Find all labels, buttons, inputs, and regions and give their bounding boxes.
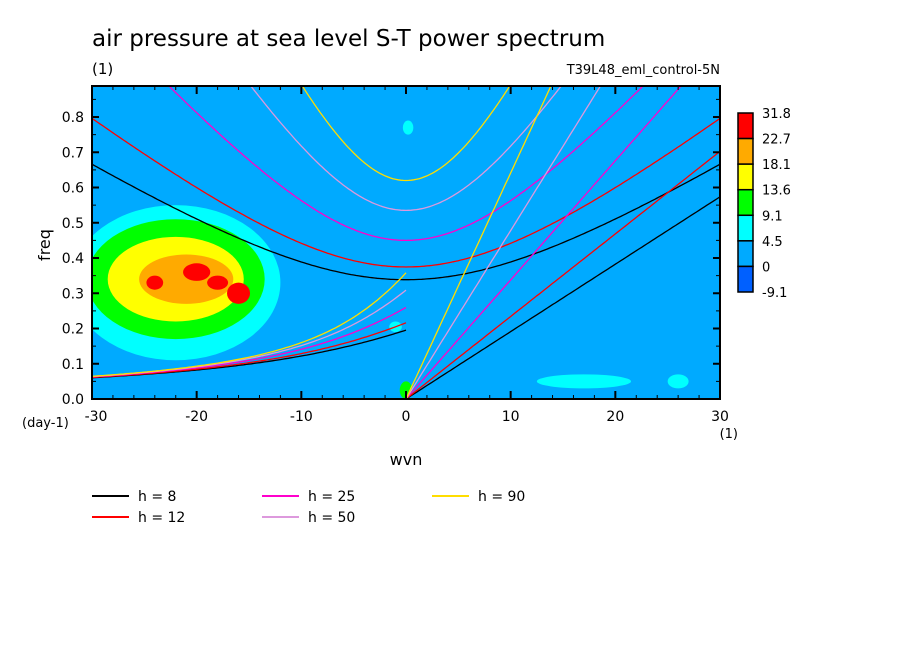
legend-label: h = 50 [308, 510, 355, 526]
legend-label: h = 90 [478, 489, 525, 505]
chart-subtitle-right: T39L48_eml_control-5N [566, 63, 720, 78]
contour-field [92, 120, 689, 399]
axis-ticks: -30 -20 -10 0 10 20 30 0.0 0.1 0.2 0.3 0.4 0.5 0.6 0.7… [62, 86, 729, 425]
legend-label: h = 25 [308, 489, 355, 505]
dispersion-curves [92, 86, 720, 399]
ig-curve-h25 [168, 86, 644, 242]
kelvin-curve-h25 [405, 86, 682, 399]
field-blob-5 [227, 282, 251, 304]
legend-label: h = 8 [138, 489, 176, 505]
x-axis-label: wvn [390, 450, 423, 469]
kelvin-curve-h8 [405, 196, 720, 399]
x-tick-label: 20 [606, 409, 624, 425]
plot-area [92, 86, 720, 399]
field-blob-3 [139, 254, 234, 304]
ig-curve-h12 [92, 117, 720, 268]
field-blob-10 [402, 120, 414, 135]
field-blob-4 [183, 263, 211, 281]
chart-subtitle-left: (1) [92, 60, 113, 78]
colorbar-swatch [737, 163, 754, 191]
colorbar-label: 4.5 [762, 235, 783, 250]
colorbar-label: 22.7 [762, 133, 791, 148]
colorbar: 31.8 22.7 18.1 13.6 9.1 4.5 0 -9.1 [737, 107, 791, 301]
y-unit-label: (day-1) [22, 416, 69, 431]
mrg-curve-h12 [92, 322, 407, 379]
y-tick-label: 0.2 [62, 322, 84, 338]
y-tick-label: 0.0 [62, 392, 84, 408]
field-blob-6 [207, 275, 229, 290]
x-tick-label: 0 [402, 409, 411, 425]
x-tick-label: -30 [85, 409, 108, 425]
ig-curve-h90 [301, 86, 511, 182]
x-unit-label: (1) [720, 427, 738, 442]
x-tick-label: -10 [290, 409, 313, 425]
colorbar-swatch [737, 265, 754, 293]
legend: h = 8 h = 12 h = 25 h = 50 h = 90 [92, 489, 525, 526]
y-tick-label: 0.6 [62, 181, 84, 197]
kelvin-curve-h12 [405, 150, 720, 399]
x-tick-label: 30 [711, 409, 729, 425]
y-tick-label: 0.3 [62, 286, 84, 302]
colorbar-swatch [737, 188, 754, 217]
ig-curve-h50 [250, 86, 562, 212]
field-blob-8 [536, 374, 632, 389]
x-tick-label: -20 [185, 409, 208, 425]
colorbar-label: 0 [762, 260, 770, 275]
y-tick-label: 0.4 [62, 251, 84, 267]
field-blob-7 [146, 275, 164, 290]
mrg-curve-h90 [92, 272, 407, 377]
field-blob-9 [667, 374, 689, 389]
y-tick-label: 0.5 [62, 216, 84, 232]
kelvin-curve-h50 [405, 86, 602, 399]
legend-label: h = 12 [138, 510, 185, 526]
chart-title: air pressure at sea level S-T power spec… [92, 26, 605, 52]
colorbar-label: 9.1 [762, 209, 783, 224]
kelvin-curve-h90 [405, 86, 552, 399]
y-axis-label: freq [35, 229, 54, 261]
x-tick-label: 10 [502, 409, 520, 425]
colorbar-swatch [737, 137, 754, 165]
colorbar-label: -9.1 [762, 286, 787, 301]
colorbar-swatch [737, 214, 754, 242]
colorbar-swatch [737, 112, 754, 140]
y-tick-label: 0.7 [62, 145, 84, 161]
colorbar-label: 13.6 [762, 184, 791, 199]
ig-curve-h8 [92, 163, 720, 281]
colorbar-label: 18.1 [762, 158, 791, 173]
y-tick-label: 0.8 [62, 110, 84, 126]
y-tick-label: 0.1 [62, 357, 84, 373]
colorbar-swatch [737, 240, 754, 268]
colorbar-label: 31.8 [762, 107, 791, 122]
